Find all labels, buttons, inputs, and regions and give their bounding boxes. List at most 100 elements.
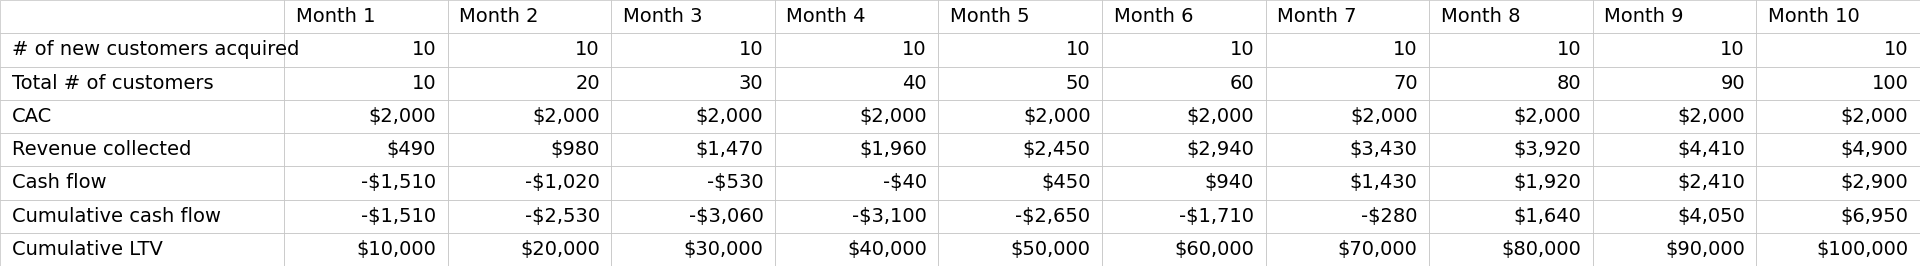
Text: $50,000: $50,000 (1010, 240, 1091, 259)
Text: 90: 90 (1720, 74, 1745, 93)
Bar (0, 0, 284, 33)
Text: $2,940: $2,940 (1187, 140, 1254, 159)
Text: $2,000: $2,000 (532, 107, 599, 126)
Bar (611, 33, 776, 66)
Bar (0, 233, 284, 266)
Bar (447, 200, 611, 233)
Text: # of new customers acquired: # of new customers acquired (12, 40, 300, 59)
Text: $2,410: $2,410 (1676, 173, 1745, 192)
Bar (939, 66, 1102, 100)
Text: Month 10: Month 10 (1768, 7, 1860, 26)
Bar (447, 66, 611, 100)
Bar (284, 0, 447, 33)
Bar (284, 200, 447, 233)
Bar (939, 166, 1102, 200)
Text: $3,430: $3,430 (1350, 140, 1417, 159)
Bar (447, 133, 611, 166)
Bar (1265, 200, 1428, 233)
Bar (284, 33, 447, 66)
Text: $80,000: $80,000 (1501, 240, 1582, 259)
Bar (1594, 0, 1757, 33)
Bar (611, 200, 776, 233)
Bar (1428, 66, 1594, 100)
Text: $940: $940 (1204, 173, 1254, 192)
Bar (611, 133, 776, 166)
Bar (1428, 133, 1594, 166)
Bar (1428, 200, 1594, 233)
Text: 10: 10 (576, 40, 599, 59)
Text: 50: 50 (1066, 74, 1091, 93)
Bar (1265, 133, 1428, 166)
Bar (611, 0, 776, 33)
Bar (776, 66, 939, 100)
Bar (776, 133, 939, 166)
Text: 10: 10 (739, 40, 764, 59)
Bar (776, 100, 939, 133)
Text: -$2,650: -$2,650 (1016, 207, 1091, 226)
Bar (1757, 233, 1920, 266)
Text: $2,000: $2,000 (1678, 107, 1745, 126)
Text: 60: 60 (1229, 74, 1254, 93)
Bar (1428, 0, 1594, 33)
Bar (1102, 0, 1265, 33)
Text: $2,000: $2,000 (1513, 107, 1582, 126)
Text: $490: $490 (386, 140, 436, 159)
Text: 10: 10 (411, 74, 436, 93)
Bar (1265, 33, 1428, 66)
Bar (776, 33, 939, 66)
Text: -$3,100: -$3,100 (852, 207, 927, 226)
Text: 10: 10 (1720, 40, 1745, 59)
Text: -$3,060: -$3,060 (689, 207, 764, 226)
Text: 10: 10 (1066, 40, 1091, 59)
Bar (447, 233, 611, 266)
Bar (1102, 166, 1265, 200)
Bar (776, 200, 939, 233)
Text: -$1,020: -$1,020 (524, 173, 599, 192)
Bar (284, 133, 447, 166)
Text: -$2,530: -$2,530 (524, 207, 599, 226)
Text: $2,000: $2,000 (369, 107, 436, 126)
Text: 10: 10 (902, 40, 927, 59)
Text: 20: 20 (576, 74, 599, 93)
Bar (1428, 100, 1594, 133)
Bar (284, 166, 447, 200)
Text: $2,000: $2,000 (1023, 107, 1091, 126)
Bar (1265, 66, 1428, 100)
Text: Month 2: Month 2 (459, 7, 540, 26)
Bar (611, 100, 776, 133)
Text: -$530: -$530 (707, 173, 764, 192)
Text: $1,430: $1,430 (1350, 173, 1417, 192)
Text: Month 6: Month 6 (1114, 7, 1192, 26)
Text: 80: 80 (1557, 74, 1582, 93)
Text: $2,000: $2,000 (860, 107, 927, 126)
Text: $3,920: $3,920 (1513, 140, 1582, 159)
Text: $1,640: $1,640 (1513, 207, 1582, 226)
Bar (1102, 133, 1265, 166)
Text: $4,900: $4,900 (1841, 140, 1908, 159)
Text: $10,000: $10,000 (357, 240, 436, 259)
Bar (1594, 133, 1757, 166)
Text: 10: 10 (1557, 40, 1582, 59)
Bar (1265, 233, 1428, 266)
Text: $100,000: $100,000 (1816, 240, 1908, 259)
Text: $90,000: $90,000 (1665, 240, 1745, 259)
Bar (1594, 66, 1757, 100)
Text: $4,410: $4,410 (1676, 140, 1745, 159)
Bar (1594, 33, 1757, 66)
Text: Month 9: Month 9 (1605, 7, 1684, 26)
Bar (1102, 33, 1265, 66)
Text: CAC: CAC (12, 107, 52, 126)
Text: 100: 100 (1872, 74, 1908, 93)
Text: 30: 30 (739, 74, 764, 93)
Text: $2,000: $2,000 (695, 107, 764, 126)
Text: $2,450: $2,450 (1023, 140, 1091, 159)
Text: $1,920: $1,920 (1513, 173, 1582, 192)
Text: $6,950: $6,950 (1841, 207, 1908, 226)
Bar (1757, 166, 1920, 200)
Bar (447, 100, 611, 133)
Text: -$1,510: -$1,510 (361, 173, 436, 192)
Bar (447, 166, 611, 200)
Bar (1594, 200, 1757, 233)
Text: Cash flow: Cash flow (12, 173, 106, 192)
Text: 10: 10 (1394, 40, 1417, 59)
